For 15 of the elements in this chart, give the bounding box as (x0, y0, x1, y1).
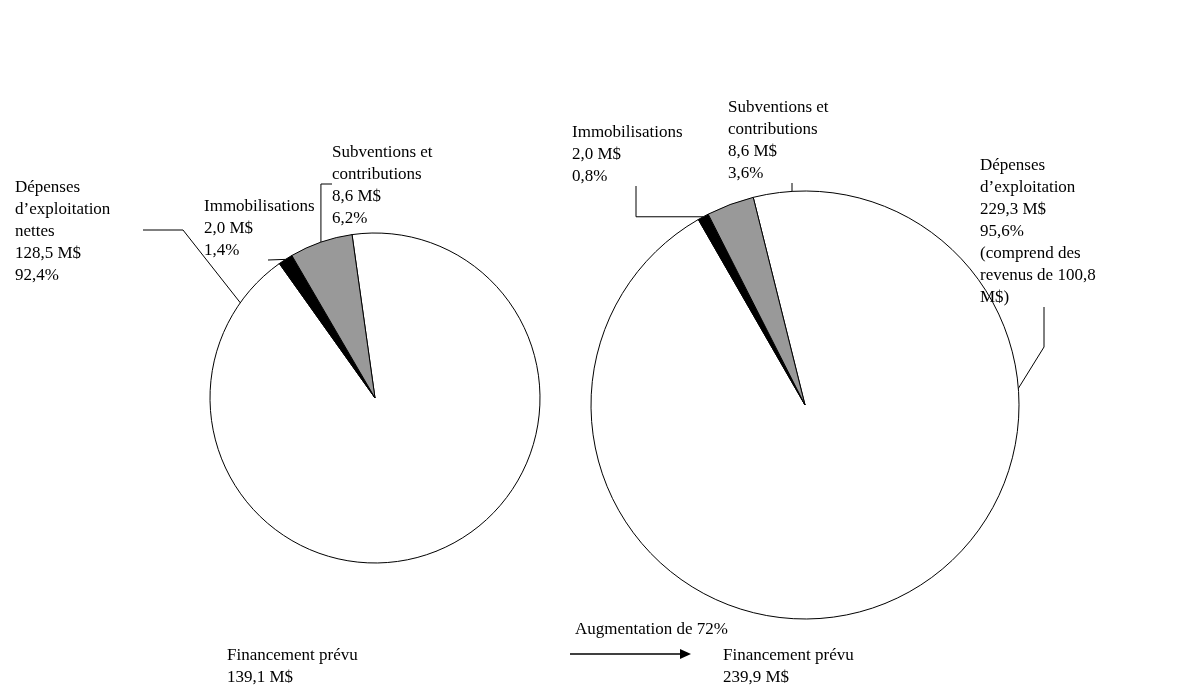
data-label: 128,5 M$ 92,4% (15, 242, 82, 284)
data-label: 2,0 M$ 1,4% (204, 217, 254, 259)
data-label: 8,6 M$ 3,6% (728, 140, 778, 182)
slice-label: Immobilisations (572, 121, 683, 141)
data-label: 229,3 M$ 95,6% (comprend des revenus de 100,8 M$) (980, 198, 1100, 306)
slice-label: Subventions et contributions (332, 141, 437, 183)
text: Financement prévu 139,1 M$ (227, 644, 359, 686)
data-label: 8,6 M$ 6,2% (332, 185, 382, 227)
slice-label: Dépenses d’exploitation (980, 154, 1076, 196)
slice-label: Immobilisations (204, 195, 315, 215)
data-label: 2,0 M$ 0,8% (572, 143, 622, 185)
text: Augmentation de 72% (575, 619, 728, 638)
slice-label: Dépenses d’exploitation nettes (15, 176, 115, 240)
text: Financement prévu 239,9 M$ (723, 644, 855, 686)
slice-label: Subventions et contributions (728, 96, 833, 138)
